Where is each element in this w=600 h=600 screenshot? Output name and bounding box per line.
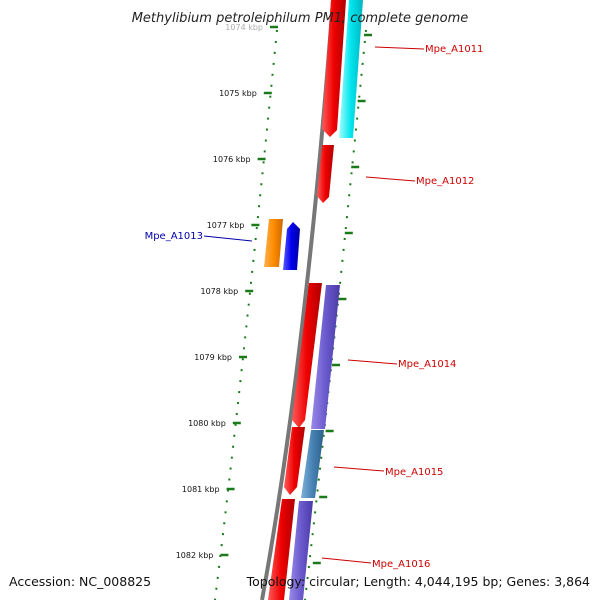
feature-track: [264, 0, 363, 600]
kbp-tick-label: 1074 kbp: [225, 23, 263, 32]
gene-mpe-a1014-arrow[interactable]: [292, 283, 322, 428]
gene-mpe-a1016-arrow[interactable]: [268, 499, 295, 600]
leader-mpe-a1016: [321, 557, 372, 564]
map-title: Methylibium petroleiphilum PM1, complete…: [132, 11, 469, 26]
kbp-tick-label: 1080 kbp: [188, 419, 226, 428]
inner-ruler-track: [214, 29, 278, 600]
kbp-tick-label: 1081 kbp: [182, 485, 220, 494]
accession-text: Accession: NC_008825: [9, 574, 151, 589]
kbp-tick-label: 1079 kbp: [194, 353, 232, 362]
kbp-tick-label: 1075 kbp: [219, 89, 257, 98]
leader-mpe-a1011: [374, 46, 425, 50]
gene-mpe-a1015-arrow[interactable]: [284, 427, 305, 495]
gene-mpe-a1013-arrow[interactable]: [283, 222, 300, 270]
gene-label-mpe-a1013[interactable]: Mpe_A1013: [145, 231, 203, 242]
leader-mpe-a1014: [347, 359, 398, 365]
leader-mpe-a1013: [203, 235, 253, 242]
cyan-feature-block[interactable]: [339, 0, 363, 138]
kbp-ruler: 1074 kbp 1075 kbp 1076 kbp 1077 kbp 1078 kbp…: [176, 23, 372, 565]
kbp-tick-label: 1076 kbp: [213, 155, 251, 164]
gene-label-mpe-a1011[interactable]: Mpe_A1011: [425, 44, 483, 55]
gene-label-mpe-a1016[interactable]: Mpe_A1016: [372, 559, 430, 570]
gene-labels: Mpe_A1011 Mpe_A1012 Mpe_A1013 Mpe_A1014 …: [145, 44, 484, 570]
gene-label-mpe-a1014[interactable]: Mpe_A1014: [398, 359, 456, 370]
steelblue-feature-block[interactable]: [301, 430, 324, 498]
kbp-tick-label: 1077 kbp: [207, 221, 245, 230]
leader-mpe-a1015: [333, 466, 385, 472]
kbp-tick-label: 1082 kbp: [176, 551, 214, 560]
gene-mpe-a1011-arrow[interactable]: [322, 0, 346, 137]
gene-mpe-a1012-arrow[interactable]: [317, 145, 334, 203]
gene-label-mpe-a1012[interactable]: Mpe_A1012: [416, 176, 474, 187]
leader-mpe-a1012: [365, 176, 416, 182]
gene-label-mpe-a1015[interactable]: Mpe_A1015: [385, 467, 443, 478]
orange-feature-block[interactable]: [264, 219, 283, 267]
purple-feature-block-1[interactable]: [311, 285, 340, 429]
topology-summary-text: Topology: circular; Length: 4,044,195 bp…: [246, 574, 590, 589]
gene-leaders: [203, 46, 425, 564]
purple-feature-block-2[interactable]: [289, 501, 313, 600]
genome-backbone: [260, 0, 335, 600]
kbp-tick-label: 1078 kbp: [200, 287, 238, 296]
